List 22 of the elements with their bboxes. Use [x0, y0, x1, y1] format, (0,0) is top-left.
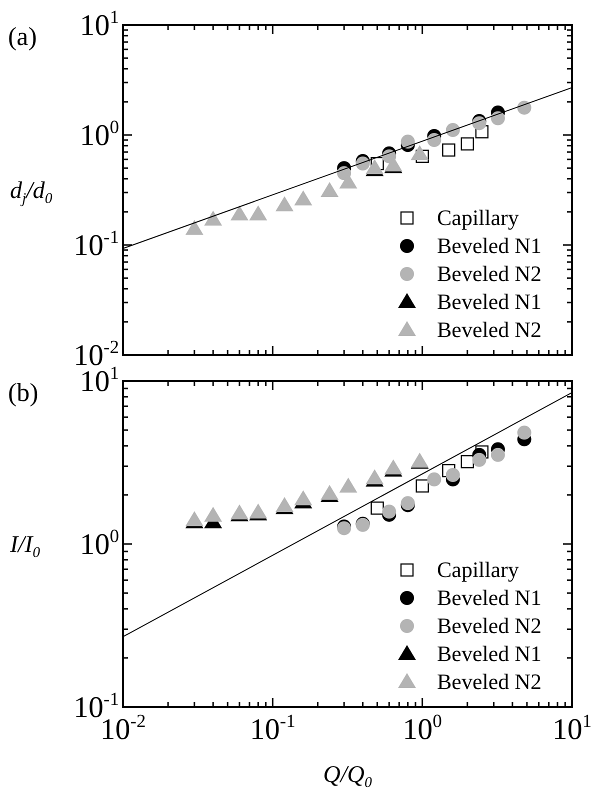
y-tick-label: 10$^{1}$ [80, 6, 119, 42]
chart-title: (b) [8, 378, 38, 407]
legend-label: Beveled N1 [437, 233, 542, 258]
y-axis-title: I/I$_{0}$ [9, 532, 41, 560]
x-tick-label: 10$^{-1}$ [250, 710, 296, 746]
legend-label: Beveled N2 [437, 669, 542, 694]
legend-label: Beveled N2 [437, 613, 542, 638]
legend-label: Beveled N1 [437, 289, 542, 314]
chart-title: (a) [8, 22, 37, 51]
legend-label: Beveled N1 [437, 585, 542, 610]
x-axis-title: Q/Q$_{0}$ [323, 762, 372, 790]
y-axis-title: d$_{j}$/d$_{0}$ [10, 178, 53, 206]
legend-label: Capillary [437, 205, 519, 230]
x-tick-label: 10$^{0}$ [402, 710, 442, 746]
legend-label: Beveled N2 [437, 317, 542, 342]
y-tick-label: 10$^{-1}$ [74, 226, 119, 262]
y-tick-label: 10$^{0}$ [80, 526, 119, 561]
legend-label: Beveled N2 [437, 261, 542, 286]
y-tick-label: 10$^{0}$ [80, 116, 119, 152]
x-tick-label: 10$^{1}$ [552, 710, 592, 746]
legend-label: Capillary [437, 557, 519, 582]
legend-label: Beveled N1 [437, 641, 542, 666]
